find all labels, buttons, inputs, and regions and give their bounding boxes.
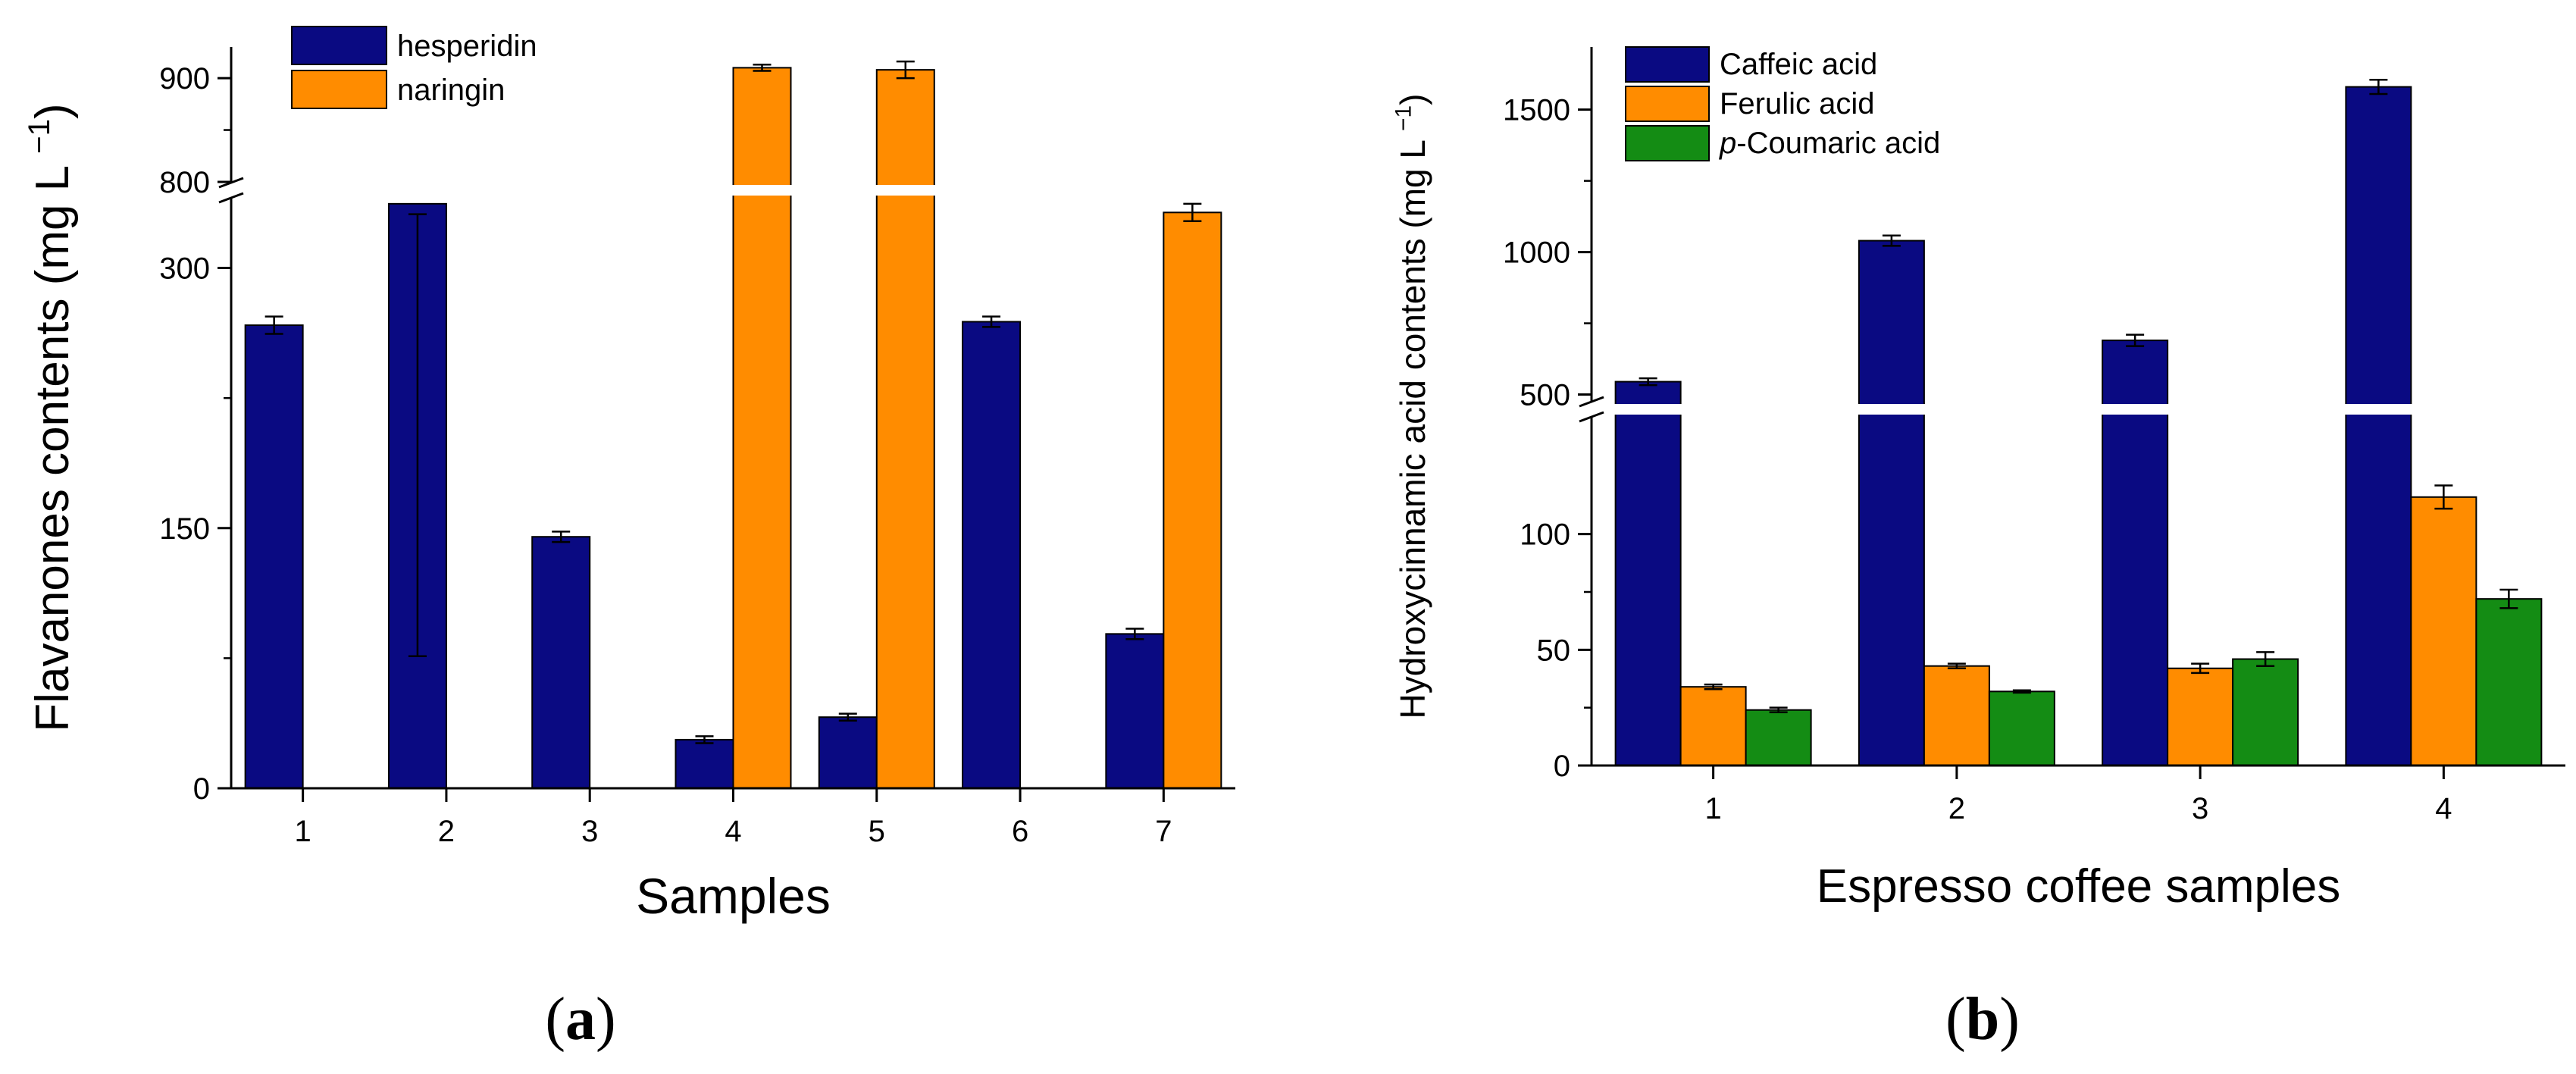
x-axis-label-a: Samples: [636, 868, 831, 924]
axis-break-band-b: [1593, 404, 2564, 415]
x-tick-label-b-1: 1: [1705, 792, 1722, 825]
y-axis-label-sup-a: −1: [22, 119, 56, 154]
legend-label-b-1: Ferulic acid: [1720, 87, 1875, 121]
axis-break-band-a: [233, 185, 1234, 196]
legend-label-b-2: p-Coumaric acid: [1719, 127, 1940, 160]
bar-a-s0-c7: [1105, 633, 1165, 789]
y-tick-label-b-1000: 1000: [1503, 236, 1570, 270]
y-tick-label-b-0: 0: [1554, 750, 1570, 783]
y-tick-label-a-300: 300: [159, 252, 210, 286]
y-axis-label-a: Flavanones contents (mg L −1): [22, 103, 79, 731]
y-tick-label-b-100: 100: [1520, 518, 1570, 552]
y-axis-label-sup-b: −1: [1391, 105, 1416, 131]
legend-swatch-b-0: [1625, 46, 1710, 83]
x-tick-label-b-2: 2: [1948, 792, 1965, 825]
x-tick-label-a-2: 2: [438, 815, 455, 848]
legend-label-a-1: naringin: [397, 74, 505, 107]
x-tick-label-a-7: 7: [1155, 815, 1172, 848]
legend-label-b-0: Caffeic acid: [1720, 48, 1877, 81]
y-axis-label-end-b: ): [1393, 94, 1432, 105]
bar-a-s1-c5: [875, 69, 935, 790]
x-tick-label-a-1: 1: [295, 815, 311, 848]
legend-swatch-a-0: [291, 26, 387, 65]
legend-swatch-b-1: [1625, 86, 1710, 122]
caption-a: (a): [545, 986, 616, 1053]
bar-b-s2-c3: [2232, 658, 2299, 767]
y-tick-label-a-900: 900: [159, 62, 210, 96]
bar-b-s0-c2: [1858, 240, 1925, 766]
bar-b-s1-c2: [1923, 665, 1990, 766]
y-tick-label-b-50: 50: [1537, 634, 1571, 667]
caption-b: (b): [1945, 986, 2020, 1053]
bar-a-s1-c7: [1163, 211, 1222, 789]
caption-b-letter: b: [1965, 986, 2000, 1053]
bar-b-s2-c1: [1745, 709, 1812, 766]
x-tick-label-a-4: 4: [725, 815, 741, 848]
bar-a-s0-c1: [244, 324, 304, 789]
y-tick-label-a-800: 800: [159, 166, 210, 199]
legend-label-italic-b-2: p: [1719, 127, 1736, 160]
bar-a-s0-c3: [531, 536, 591, 789]
y-axis-label-end-a: ): [27, 103, 79, 119]
bar-a-s0-c4: [675, 738, 734, 789]
chart-panel-b: 0 50 100 500 1000 1500 1 2 3 4 Espresso coffee sam…: [1391, 46, 2565, 913]
legend-swatch-a-1: [291, 70, 387, 109]
bar-b-s0-c1: [1614, 380, 1682, 766]
y-tick-label-b-500: 500: [1520, 378, 1570, 412]
x-axis-label-b: Espresso coffee samples: [1817, 860, 2341, 913]
legend-label-rest-b-2: -Coumaric acid: [1736, 127, 1940, 160]
bar-b-s1-c1: [1679, 686, 1747, 766]
bar-a-s0-c5: [818, 716, 878, 790]
bar-a-s0-c6: [962, 321, 1022, 789]
x-tick-label-a-6: 6: [1012, 815, 1028, 848]
y-tick-label-a-150: 150: [159, 512, 210, 546]
y-axis-label-b: Hydroxycinnamic acid contents (mg L −1): [1391, 94, 1432, 719]
legend-swatch-b-2: [1625, 125, 1710, 161]
axis-break-mark-bottom-b: [1579, 411, 1604, 423]
axis-break-mark-top-b: [1579, 396, 1604, 408]
bar-b-s1-c4: [2410, 496, 2477, 767]
bar-b-s0-c4: [2345, 86, 2412, 766]
y-tick-label-a-0: 0: [193, 772, 210, 806]
legend-label-a-0: hesperidin: [397, 30, 537, 63]
legend-b: Caffeic acid Ferulic acid p-Coumaric acid: [1625, 46, 1940, 161]
axis-break-mark-bottom-a: [218, 192, 244, 204]
bar-b-s2-c4: [2475, 598, 2543, 766]
x-tick-label-a-5: 5: [869, 815, 885, 848]
y-tick-label-b-1500: 1500: [1503, 94, 1570, 127]
legend-a: hesperidin naringin: [291, 26, 537, 109]
caption-a-letter: a: [565, 986, 596, 1053]
chart-panel-a: 0 150 300 800 900 1 2 3 4 5 6 7 Samples Flavanones co…: [22, 26, 1235, 924]
y-axis-label-text-a: Flavanones contents (mg L: [27, 154, 79, 732]
bar-a-s1-c4: [732, 67, 792, 789]
x-tick-label-b-4: 4: [2435, 792, 2452, 825]
bar-b-s1-c3: [2167, 667, 2234, 767]
x-tick-label-b-3: 3: [2192, 792, 2208, 825]
x-tick-label-a-3: 3: [581, 815, 598, 848]
y-axis-label-text-b: Hydroxycinnamic acid contents (mg L: [1393, 131, 1432, 719]
bar-b-s2-c2: [1988, 690, 2055, 766]
